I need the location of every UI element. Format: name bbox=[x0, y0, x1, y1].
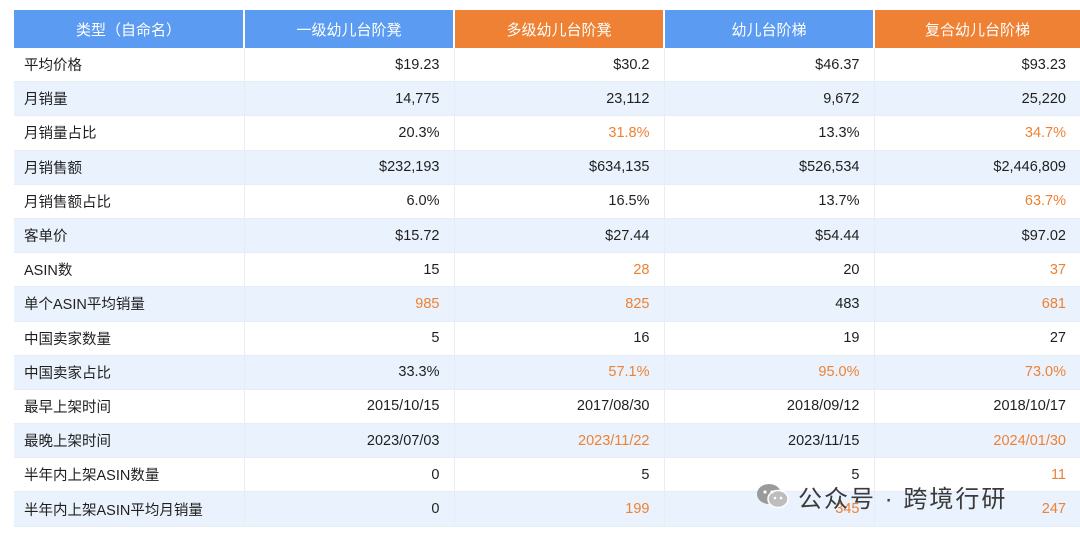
table-row: 半年内上架ASIN平均月销量 0 199 345 247 bbox=[14, 491, 1080, 527]
table-cell: $526,534 bbox=[664, 150, 875, 185]
row-label: 半年内上架ASIN平均月销量 bbox=[14, 491, 245, 527]
table-row: 单个ASIN平均销量 985 825 483 681 bbox=[14, 286, 1080, 322]
table-cell: 2015/10/15 bbox=[244, 389, 455, 425]
table-row: 月销量 14,775 23,112 9,672 25,220 bbox=[14, 81, 1080, 117]
table-cell: $634,135 bbox=[454, 150, 665, 185]
table-cell: 2018/09/12 bbox=[664, 389, 875, 425]
table-cell: 2023/11/22 bbox=[454, 423, 665, 459]
table-cell: 14,775 bbox=[244, 81, 455, 117]
table-cell: $2,446,809 bbox=[874, 150, 1080, 185]
table-cell: 2023/07/03 bbox=[244, 423, 455, 459]
row-label: 月销量占比 bbox=[14, 115, 245, 151]
table-body: 平均价格 $19.23 $30.2 $46.37 $93.23 月销量 14,775 23,1… bbox=[14, 48, 1080, 527]
table-row: 中国卖家占比 33.3% 57.1% 95.0% 73.0% bbox=[14, 355, 1080, 390]
table-cell: 34.7% bbox=[874, 115, 1080, 151]
table-cell: 0 bbox=[244, 491, 455, 527]
table-row: 月销售额占比 6.0% 16.5% 13.7% 63.7% bbox=[14, 184, 1080, 219]
row-label: 月销量 bbox=[14, 81, 245, 117]
row-label: 单个ASIN平均销量 bbox=[14, 286, 245, 322]
wechat-icon bbox=[756, 482, 790, 510]
table-cell: 20 bbox=[664, 252, 875, 288]
header-row: 类型（自命名） 一级幼儿台阶凳 多级幼儿台阶凳 幼儿台阶梯 复合幼儿台阶梯 bbox=[14, 10, 1080, 48]
row-label: 最晚上架时间 bbox=[14, 423, 245, 459]
table-cell: 25,220 bbox=[874, 81, 1080, 117]
table-cell: 63.7% bbox=[874, 184, 1080, 219]
table-cell: 16 bbox=[454, 321, 665, 356]
table-row: 月销售额 $232,193 $634,135 $526,534 $2,446,809 bbox=[14, 150, 1080, 185]
table-cell: $232,193 bbox=[244, 150, 455, 185]
table-cell: 95.0% bbox=[664, 355, 875, 390]
table-row: 平均价格 $19.23 $30.2 $46.37 $93.23 bbox=[14, 48, 1080, 83]
table-cell: 20.3% bbox=[244, 115, 455, 151]
table-cell: $93.23 bbox=[874, 48, 1080, 83]
table-cell: $54.44 bbox=[664, 218, 875, 254]
table-cell: 57.1% bbox=[454, 355, 665, 390]
table-cell: 6.0% bbox=[244, 184, 455, 219]
table-cell: 2023/11/15 bbox=[664, 423, 875, 459]
row-label: 月销售额 bbox=[14, 150, 245, 185]
header-col-4: 复合幼儿台阶梯 bbox=[874, 10, 1080, 48]
table-row: 半年内上架ASIN数量 0 5 5 11 bbox=[14, 457, 1080, 493]
header-label-cell: 类型（自命名） bbox=[14, 10, 245, 48]
table-cell: 2017/08/30 bbox=[454, 389, 665, 425]
table-row: 中国卖家数量 5 16 19 27 bbox=[14, 321, 1080, 356]
table-cell: $30.2 bbox=[454, 48, 665, 83]
row-label: 最早上架时间 bbox=[14, 389, 245, 425]
table-cell: 483 bbox=[664, 286, 875, 322]
table-cell: 9,672 bbox=[664, 81, 875, 117]
table-row: 最晚上架时间 2023/07/03 2023/11/22 2023/11/15 2024… bbox=[14, 423, 1080, 459]
table-cell: 33.3% bbox=[244, 355, 455, 390]
table-cell: 13.7% bbox=[664, 184, 875, 219]
row-label: 月销售额占比 bbox=[14, 184, 245, 219]
row-label: 中国卖家数量 bbox=[14, 321, 245, 356]
table-row: 月销量占比 20.3% 31.8% 13.3% 34.7% bbox=[14, 115, 1080, 151]
row-label: 平均价格 bbox=[14, 48, 245, 83]
header-col-3: 幼儿台阶梯 bbox=[664, 10, 875, 48]
table-cell: 985 bbox=[244, 286, 455, 322]
table-cell: 28 bbox=[454, 252, 665, 288]
table-row: 最早上架时间 2015/10/15 2017/08/30 2018/09/12 2018… bbox=[14, 389, 1080, 425]
table-cell: 37 bbox=[874, 252, 1080, 288]
table-cell: 5 bbox=[244, 321, 455, 356]
table-cell: 825 bbox=[454, 286, 665, 322]
table-cell: 31.8% bbox=[454, 115, 665, 151]
data-table-container: 类型（自命名） 一级幼儿台阶凳 多级幼儿台阶凳 幼儿台阶梯 复合幼儿台阶梯 平均… bbox=[14, 10, 1080, 527]
table-cell: $27.44 bbox=[454, 218, 665, 254]
table-cell: 16.5% bbox=[454, 184, 665, 219]
row-label: ASIN数 bbox=[14, 252, 245, 288]
table-cell: 73.0% bbox=[874, 355, 1080, 390]
table-cell: 0 bbox=[244, 457, 455, 493]
row-label: 中国卖家占比 bbox=[14, 355, 245, 390]
table-cell: 11 bbox=[874, 457, 1080, 493]
table-cell: 23,112 bbox=[454, 81, 665, 117]
watermark-text: 公众号 · 跨境行研 bbox=[798, 485, 1008, 513]
table-row: 客单价 $15.72 $27.44 $54.44 $97.02 bbox=[14, 218, 1080, 254]
table-cell: $15.72 bbox=[244, 218, 455, 254]
table-cell: 19 bbox=[664, 321, 875, 356]
comparison-table: 类型（自命名） 一级幼儿台阶凳 多级幼儿台阶凳 幼儿台阶梯 复合幼儿台阶梯 平均… bbox=[14, 10, 1080, 527]
table-cell: 681 bbox=[874, 286, 1080, 322]
table-cell: 15 bbox=[244, 252, 455, 288]
table-cell: 2024/01/30 bbox=[874, 423, 1080, 459]
table-row: ASIN数 15 28 20 37 bbox=[14, 252, 1080, 288]
table-cell: 2018/10/17 bbox=[874, 389, 1080, 425]
row-label: 客单价 bbox=[14, 218, 245, 254]
header-col-2: 多级幼儿台阶凳 bbox=[454, 10, 665, 48]
table-cell: $19.23 bbox=[244, 48, 455, 83]
table-cell: 13.3% bbox=[664, 115, 875, 151]
table-cell: $97.02 bbox=[874, 218, 1080, 254]
table-cell: 5 bbox=[454, 457, 665, 493]
watermark: 公众号 · 跨境行研 bbox=[756, 478, 1007, 514]
table-cell: 199 bbox=[454, 491, 665, 527]
table-cell: 345 bbox=[664, 491, 875, 527]
table-cell: 27 bbox=[874, 321, 1080, 356]
header-col-1: 一级幼儿台阶凳 bbox=[244, 10, 455, 48]
table-cell: $46.37 bbox=[664, 48, 875, 83]
row-label: 半年内上架ASIN数量 bbox=[14, 457, 245, 493]
table-cell: 247 bbox=[874, 491, 1080, 527]
